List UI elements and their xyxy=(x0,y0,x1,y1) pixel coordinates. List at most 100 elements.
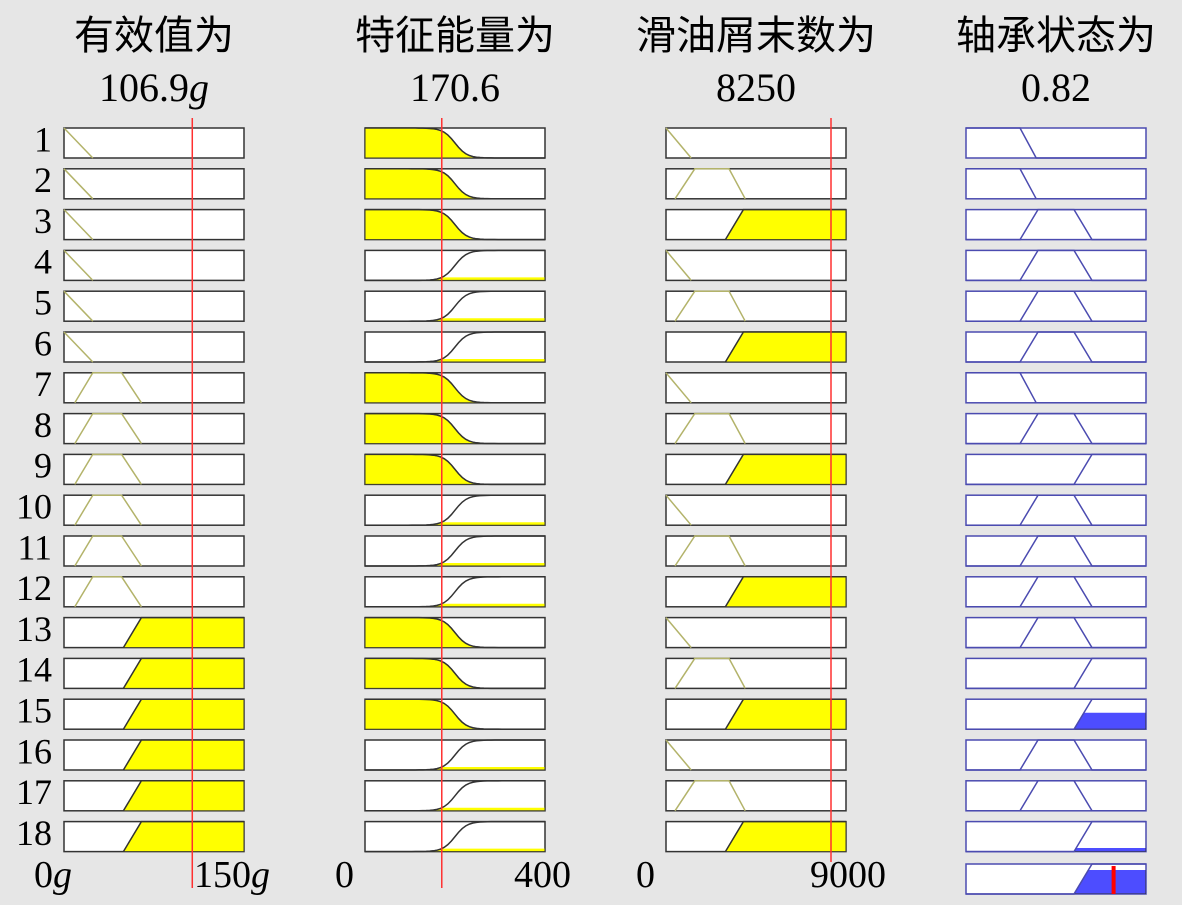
membership-fill xyxy=(122,699,244,730)
rule-number: 2 xyxy=(34,160,52,200)
axis-max: 9000 xyxy=(810,854,886,896)
rule-box xyxy=(63,372,245,404)
rule-number: 17 xyxy=(16,772,52,812)
rule-number: 1 xyxy=(34,119,52,159)
membership-fill xyxy=(122,658,244,689)
column-title: 滑油屑末数为 xyxy=(636,13,876,58)
column-title: 轴承状态为 xyxy=(956,13,1156,58)
rule-number: 12 xyxy=(16,568,52,608)
membership-line xyxy=(365,780,545,812)
membership-fill xyxy=(122,821,244,852)
membership-line xyxy=(122,698,244,730)
axis-min-number: 0 xyxy=(335,854,354,896)
membership-line xyxy=(966,249,1146,282)
rule-box xyxy=(965,820,1147,853)
membership-line xyxy=(63,127,94,159)
membership-line xyxy=(724,820,846,852)
membership-line xyxy=(966,863,1146,895)
membership-line xyxy=(365,576,545,608)
membership-line xyxy=(63,168,94,200)
rule-number: 9 xyxy=(34,446,52,486)
rule-box xyxy=(665,494,847,526)
membership-line xyxy=(966,780,1146,812)
membership-line xyxy=(364,208,546,241)
membership-line xyxy=(74,494,143,526)
rule-box xyxy=(665,739,847,771)
rule-box xyxy=(965,412,1147,445)
rule-number: 10 xyxy=(16,486,52,526)
rule-box xyxy=(965,331,1147,363)
membership-line xyxy=(966,657,1146,690)
membership-fill xyxy=(122,617,244,648)
membership-line xyxy=(122,616,244,648)
column-title: 有效值为 xyxy=(74,13,234,58)
rule-box xyxy=(63,331,245,363)
membership-line xyxy=(665,494,692,526)
membership-line xyxy=(63,290,94,322)
value-number: 0.82 xyxy=(1021,65,1091,110)
membership-line xyxy=(74,535,143,567)
rule-box xyxy=(965,494,1147,526)
membership-line xyxy=(365,616,545,649)
membership-line xyxy=(74,372,143,404)
rule-box xyxy=(63,290,245,322)
column-value: 8250 xyxy=(716,65,796,110)
membership-line xyxy=(665,249,692,281)
membership-line xyxy=(966,820,1146,853)
axis-unit: g xyxy=(251,854,270,896)
membership-line xyxy=(365,698,545,730)
membership-fill xyxy=(966,870,1146,894)
axis-max: 150g xyxy=(194,854,270,896)
rule-number: 7 xyxy=(34,364,52,404)
membership-fill xyxy=(724,699,846,730)
axis-min-number: 0 xyxy=(636,854,655,896)
rule-box xyxy=(965,780,1147,812)
column-value: 0.82 xyxy=(1021,65,1091,110)
rule-box xyxy=(665,535,847,567)
rule-box xyxy=(665,372,847,404)
rule-number: 5 xyxy=(34,282,52,322)
axis-max-number: 400 xyxy=(514,854,571,896)
membership-line xyxy=(674,412,746,445)
rule-box xyxy=(965,249,1147,282)
membership-line xyxy=(122,780,244,812)
rule-box xyxy=(63,576,245,608)
membership-line xyxy=(674,168,746,200)
rule-number: 13 xyxy=(16,609,52,649)
membership-line xyxy=(365,494,545,526)
rule-box xyxy=(965,127,1147,159)
membership-line xyxy=(365,453,545,486)
membership-line xyxy=(966,616,1146,649)
rule-box xyxy=(665,168,847,200)
rule-box xyxy=(63,127,245,159)
rule-box xyxy=(63,208,245,241)
membership-line xyxy=(665,372,692,404)
membership-line xyxy=(122,739,244,771)
rule-box xyxy=(63,494,245,526)
membership-line xyxy=(122,820,244,852)
rule-box xyxy=(965,739,1147,771)
rule-number: 11 xyxy=(17,527,52,567)
membership-line xyxy=(63,249,94,281)
membership-line xyxy=(966,576,1146,608)
axis-max-number: 9000 xyxy=(810,854,886,896)
membership-line xyxy=(966,494,1146,526)
axis-max: 400 xyxy=(514,854,571,896)
membership-line xyxy=(365,127,545,159)
axis-min: 0 xyxy=(335,854,354,896)
value-number: 8250 xyxy=(716,65,796,110)
membership-line xyxy=(966,535,1146,567)
membership-fill xyxy=(122,780,244,811)
membership-line xyxy=(74,576,143,608)
axis-min-number: 0 xyxy=(34,854,53,896)
membership-fill xyxy=(724,576,846,607)
rule-number: 18 xyxy=(16,813,52,853)
membership-line xyxy=(724,208,846,240)
membership-line xyxy=(74,453,143,485)
value-number: 170.6 xyxy=(410,65,500,110)
membership-line xyxy=(365,249,545,282)
rule-box xyxy=(63,412,245,445)
rule-box xyxy=(965,453,1147,486)
membership-line xyxy=(63,209,94,241)
membership-line xyxy=(365,290,545,322)
